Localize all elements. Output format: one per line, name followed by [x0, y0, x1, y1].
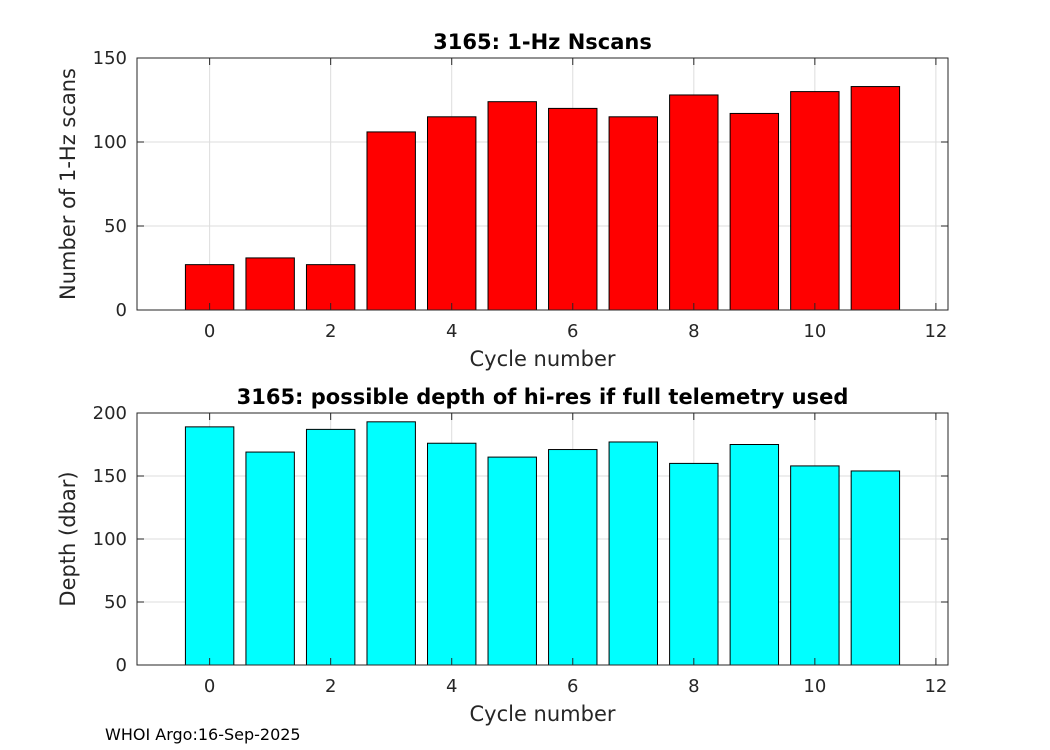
bottom-xtick-label-0: 0 — [204, 676, 215, 697]
bottom-xtick-label-3: 6 — [567, 676, 578, 697]
top-axes-box — [136, 57, 949, 311]
top-xtick-label-0: 0 — [204, 321, 215, 342]
bottom-xtick-label-5: 10 — [803, 676, 826, 697]
top-xtick-label-2: 4 — [446, 321, 457, 342]
bottom-bar-cycle-4 — [427, 442, 477, 666]
top-ytick-label-2: 100 — [93, 132, 127, 153]
top-xtick-label-5: 10 — [803, 321, 826, 342]
bottom-ytick-label-4: 200 — [93, 403, 127, 424]
top-xtick-label-6: 12 — [924, 321, 947, 342]
bottom-xtick-label-6: 12 — [924, 676, 947, 697]
top-bar-cycle-5 — [487, 101, 537, 311]
top-bar-cycle-10 — [790, 91, 840, 311]
bottom-plot-depth: 0 2 4 6 8 10 12 0 50 100 150 200 3165: possible dept… — [56, 385, 949, 726]
top-y-axis-label: Number of 1-Hz scans — [56, 68, 80, 300]
bottom-bar-cycle-8 — [669, 462, 719, 666]
top-plot-nscans: 0 2 4 6 8 10 12 0 50 100 150 3165: 1-Hz Nscans Cycle… — [56, 30, 949, 371]
bottom-xtick-label-1: 2 — [325, 676, 336, 697]
bottom-chart-title: 3165: possible depth of hi-res if full t… — [237, 385, 849, 409]
top-ytick-label-1: 50 — [104, 216, 127, 237]
top-chart-title: 3165: 1-Hz Nscans — [433, 30, 652, 54]
bottom-bar-cycle-10 — [790, 465, 840, 666]
top-bar-cycle-9 — [729, 112, 780, 311]
bottom-bar-cycle-3 — [366, 421, 416, 666]
bottom-x-axis-label: Cycle number — [469, 702, 615, 726]
bottom-bar-cycle-11 — [850, 470, 901, 666]
bottom-bar-cycle-0 — [184, 426, 235, 666]
footer-note: WHOI Argo:16-Sep-2025 — [105, 725, 301, 744]
bottom-ytick-label-2: 100 — [93, 529, 127, 550]
top-ytick-label-3: 150 — [93, 48, 127, 69]
bottom-bar-cycle-2 — [305, 428, 356, 666]
top-xtick-label-1: 2 — [325, 321, 336, 342]
bottom-xtick-label-2: 4 — [446, 676, 457, 697]
top-bar-cycle-6 — [548, 107, 598, 311]
top-xtick-label-3: 6 — [567, 321, 578, 342]
top-bar-cycle-7 — [608, 116, 658, 311]
top-x-axis-label: Cycle number — [469, 347, 615, 371]
top-bar-cycle-1 — [245, 257, 295, 311]
bottom-y-axis-label: Depth (dbar) — [56, 471, 80, 606]
bottom-ytick-label-1: 50 — [104, 592, 127, 613]
top-ytick-label-0: 0 — [116, 300, 127, 321]
top-bar-cycle-2 — [305, 264, 356, 311]
top-bar-cycle-8 — [669, 94, 719, 311]
bottom-xtick-label-4: 8 — [688, 676, 699, 697]
bottom-bar-cycle-6 — [548, 449, 598, 666]
bottom-bar-cycle-1 — [245, 451, 295, 666]
top-bar-cycle-3 — [366, 131, 416, 311]
bottom-ytick-label-3: 150 — [93, 466, 127, 487]
top-bar-cycle-4 — [427, 116, 477, 311]
bottom-bar-cycle-7 — [608, 441, 658, 666]
top-bar-cycle-11 — [850, 86, 901, 311]
top-xtick-label-4: 8 — [688, 321, 699, 342]
bottom-bar-cycle-5 — [487, 456, 537, 666]
bottom-bar-cycle-9 — [729, 444, 780, 666]
bottom-ytick-label-0: 0 — [116, 655, 127, 676]
top-bar-cycle-0 — [184, 264, 235, 311]
